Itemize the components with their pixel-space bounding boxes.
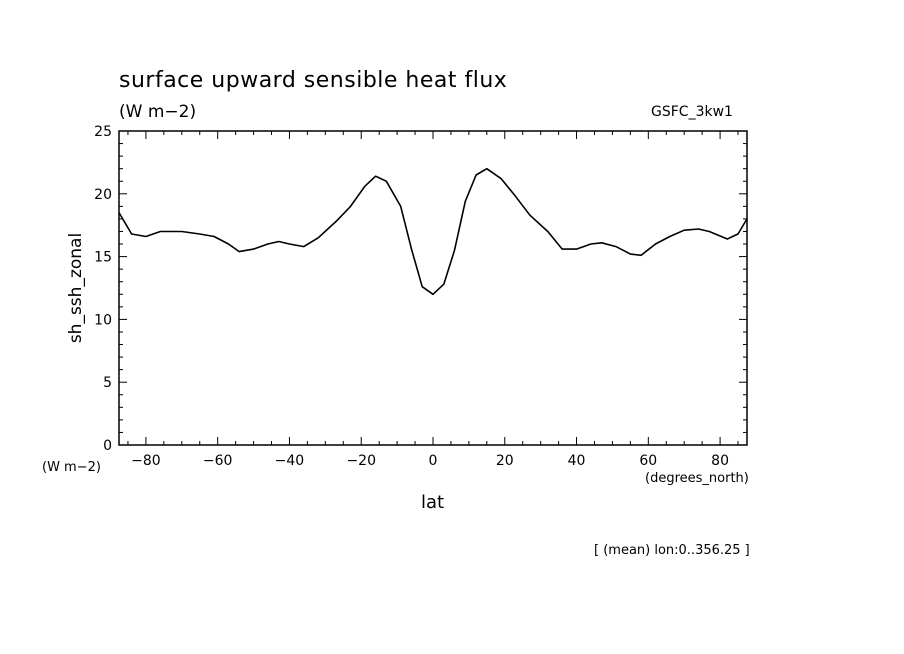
model-label: GSFC_3kw1 (651, 104, 733, 120)
x-tick-label: 80 (711, 453, 729, 469)
x-axis-label: lat (421, 492, 445, 513)
x-tick-label: 40 (568, 453, 586, 469)
x-tick-label: −20 (346, 453, 376, 469)
x-tick-label: −40 (275, 453, 305, 469)
y-tick-label: 10 (94, 312, 112, 328)
chart-units: (W m−2) (119, 102, 197, 122)
y-tick-label: 25 (94, 124, 112, 140)
series-line (118, 167, 748, 296)
x-tick-label: 0 (429, 453, 438, 469)
y-axis-units: (W m−2) (42, 460, 101, 475)
y-tick-label: 0 (103, 438, 112, 454)
x-tick-label: 60 (639, 453, 657, 469)
plot-frame (118, 130, 748, 446)
y-tick-label: 5 (103, 375, 112, 391)
chart-title: surface upward sensible heat flux (119, 68, 508, 93)
y-tick-label: 15 (94, 250, 112, 266)
x-tick-label: 20 (496, 453, 514, 469)
footnote: [ (mean) lon:0..356.25 ] (594, 543, 750, 558)
x-axis-units: (degrees_north) (645, 471, 749, 486)
y-tick-label: 20 (94, 187, 112, 203)
x-tick-label: −60 (203, 453, 233, 469)
x-tick-label: −80 (131, 453, 161, 469)
